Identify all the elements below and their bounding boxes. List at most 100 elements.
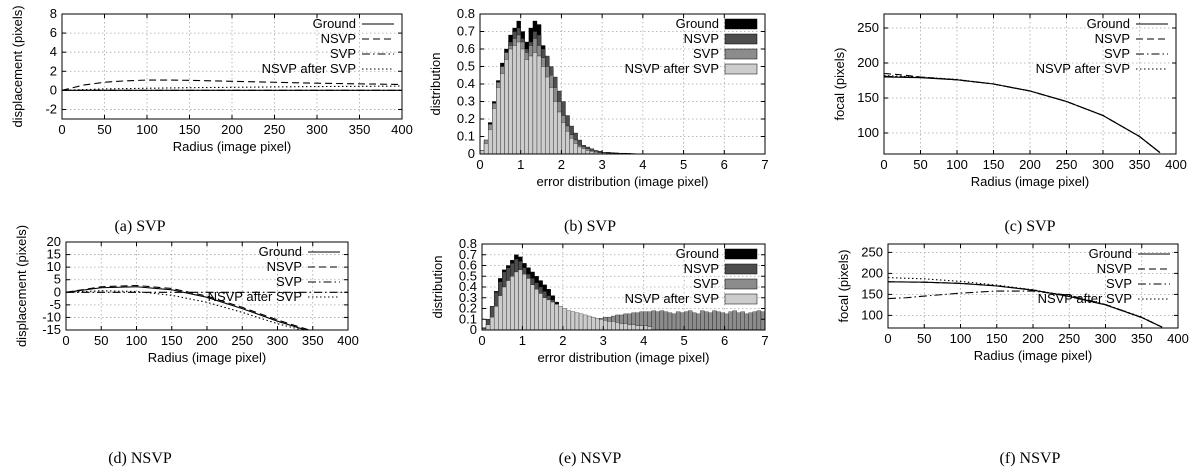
y-tick-label: 8 [50, 6, 57, 21]
plot-area [482, 254, 765, 330]
bar-e-s2-57 [712, 310, 717, 330]
bar-e-s3-6 [506, 280, 511, 330]
x-axis-label: Radius (image pixel) [974, 348, 1093, 363]
x-tick-label: 2 [559, 333, 566, 348]
y-tick-label: 5 [54, 272, 61, 287]
bar-e-s3-1 [485, 324, 491, 330]
x-tick-label: 200 [1019, 157, 1041, 172]
series-line-d-3 [66, 290, 303, 330]
x-tick-label: 100 [136, 122, 158, 137]
y-tick-label: 2 [50, 63, 57, 78]
bar-b-s3-17 [549, 87, 554, 154]
series-line-a-3 [62, 85, 402, 91]
y-tick-label: 6 [50, 25, 57, 40]
legend-swatch [724, 63, 758, 75]
bar-e-s2-54 [700, 310, 705, 330]
bar-e-s3-25 [582, 314, 588, 330]
x-tick-label: 4 [639, 157, 646, 172]
bar-b-s3-4 [496, 87, 501, 154]
bar-e-s3-10 [522, 273, 527, 330]
x-tick-label: 50 [97, 122, 111, 137]
y-tick-label: 0.5 [457, 59, 475, 74]
bar-e-s3-22 [570, 311, 576, 330]
bar-e-s2-62 [732, 310, 737, 330]
y-tick-label: 0.1 [459, 311, 477, 326]
bar-e-s3-24 [578, 313, 584, 330]
x-tick-label: 400 [391, 122, 413, 137]
bar-e-s2-68 [756, 310, 762, 330]
bar-b-s3-22 [569, 138, 574, 154]
bar-e-s2-49 [679, 312, 685, 330]
y-tick-label: 0 [54, 284, 61, 299]
x-tick-label: 200 [1022, 331, 1044, 346]
legend-label: Ground [676, 246, 719, 261]
y-tick-label: 0 [470, 322, 477, 337]
x-tick-label: 6 [721, 333, 728, 348]
bar-e-s2-56 [708, 312, 713, 330]
legend-label: NSVP [267, 259, 302, 274]
x-tick-label: 100 [126, 333, 148, 348]
x-tick-label: 250 [1056, 157, 1078, 172]
y-tick-label: 10 [47, 259, 61, 274]
bar-e-s2-46 [667, 312, 673, 330]
x-tick-label: 250 [264, 122, 286, 137]
bar-e-s2-45 [663, 311, 669, 330]
x-tick-label: 5 [681, 333, 688, 348]
bar-e-s2-48 [675, 311, 681, 330]
legend-swatch [724, 248, 758, 260]
x-tick-label: 50 [913, 157, 927, 172]
x-tick-label: 3 [599, 157, 606, 172]
bar-e-s3-32 [611, 321, 616, 330]
x-tick-label: 400 [1167, 331, 1189, 346]
bar-b-s3-12 [528, 55, 534, 154]
bar-b-s3-3 [492, 108, 497, 154]
y-tick-label: 0.7 [457, 24, 475, 39]
legend-swatch [724, 33, 758, 45]
y-tick-label: -5 [49, 297, 61, 312]
y-axis-label: distribution [428, 53, 443, 116]
bar-e-s2-52 [692, 312, 697, 330]
bar-b-s3-26 [585, 150, 591, 154]
bar-e-s2-64 [740, 311, 745, 330]
bar-e-s3-27 [591, 316, 596, 330]
y-axis-label: distribution [430, 256, 445, 319]
x-tick-label: 50 [94, 333, 108, 348]
bar-e-s2-55 [704, 311, 709, 330]
x-axis-label: error distribution (image pixel) [538, 350, 710, 365]
x-tick-label: 0 [880, 157, 887, 172]
bar-b-s3-13 [532, 52, 538, 154]
bar-b-s3-14 [536, 55, 542, 154]
y-tick-label: 0.2 [459, 301, 477, 316]
x-tick-label: 5 [680, 157, 687, 172]
x-tick-label: 0 [476, 157, 483, 172]
x-tick-label: 200 [221, 122, 243, 137]
y-tick-label: 15 [47, 247, 61, 262]
x-axis-label: error distribution (image pixel) [537, 174, 709, 189]
legend-swatch [724, 18, 758, 30]
plot-area [888, 277, 1163, 328]
x-tick-label: 300 [267, 333, 289, 348]
x-tick-label: 2 [558, 157, 565, 172]
x-tick-label: 0 [62, 333, 69, 348]
legend-label: NSVP [1095, 31, 1130, 46]
y-tick-label: 0.5 [459, 268, 477, 283]
legend-label: SVP [276, 274, 302, 289]
bar-b-s3-23 [573, 143, 578, 154]
y-tick-label: 0.4 [459, 279, 477, 294]
bar-e-s3-16 [546, 299, 551, 330]
panel-caption: (f) NSVP [1000, 450, 1061, 467]
bar-e-s2-63 [736, 312, 741, 330]
x-tick-label: 50 [917, 331, 931, 346]
bar-e-s3-12 [530, 284, 535, 330]
x-axis-label: Radius (image pixel) [971, 174, 1090, 189]
y-tick-label: 100 [857, 125, 879, 140]
x-tick-label: 3 [600, 333, 607, 348]
bar-e-s3-37 [631, 324, 636, 330]
bar-e-s2-44 [659, 310, 665, 330]
bar-e-s2-50 [683, 311, 689, 330]
series-line-f-3 [888, 277, 1163, 328]
